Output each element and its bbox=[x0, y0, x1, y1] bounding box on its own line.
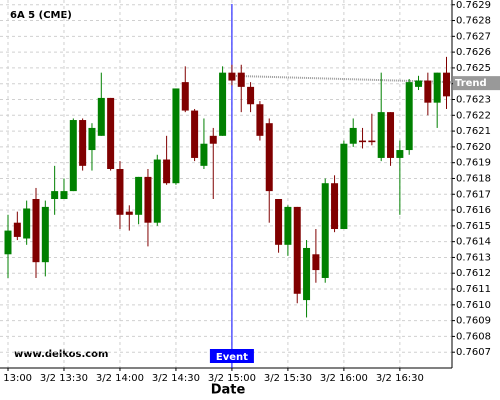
y-tick-label: 0.7621 bbox=[456, 126, 491, 137]
candle-body bbox=[69, 120, 77, 192]
y-tick-label: 0.7613 bbox=[456, 252, 491, 263]
candle-body bbox=[247, 86, 255, 105]
x-tick-label: 3/2 15:00 bbox=[208, 373, 256, 384]
y-tick-label: 0.7610 bbox=[456, 300, 491, 311]
x-tick-label: 3/2 13:00 bbox=[0, 373, 32, 384]
candle-body bbox=[359, 140, 367, 143]
y-tick-label: 0.7617 bbox=[456, 189, 491, 200]
trend-line bbox=[231, 74, 453, 84]
candle-body bbox=[275, 199, 283, 245]
y-tick-label: 0.7628 bbox=[456, 16, 491, 27]
candle-body bbox=[256, 104, 264, 136]
candle-body bbox=[284, 206, 292, 245]
x-axis-label: Date bbox=[211, 383, 246, 398]
candle-body bbox=[293, 206, 301, 294]
candle-body bbox=[32, 199, 40, 263]
candle-body bbox=[387, 112, 395, 158]
candle-body bbox=[433, 72, 441, 103]
y-tick-label: 0.7612 bbox=[456, 268, 491, 279]
candle-body bbox=[116, 168, 124, 215]
candle-body bbox=[228, 72, 236, 81]
candle-body bbox=[51, 191, 59, 200]
trend-label-box bbox=[453, 76, 500, 91]
candle-body bbox=[237, 72, 245, 87]
candle-body bbox=[4, 230, 12, 255]
x-tick-label: 3/2 14:30 bbox=[152, 373, 200, 384]
candle-body bbox=[88, 127, 96, 151]
trend-label: Trend bbox=[455, 78, 487, 89]
y-tick-label: 0.7607 bbox=[456, 347, 491, 358]
x-tick-label: 3/2 13:30 bbox=[40, 373, 88, 384]
candle-body bbox=[79, 120, 87, 166]
y-tick-label: 0.7626 bbox=[456, 47, 491, 58]
candle-body bbox=[135, 176, 143, 215]
y-tick-label: 0.7614 bbox=[456, 237, 491, 248]
x-tick-label: 3/2 15:30 bbox=[264, 373, 312, 384]
candle-body bbox=[321, 183, 329, 278]
candle-body bbox=[97, 97, 105, 136]
y-tick-label: 0.7625 bbox=[456, 63, 491, 74]
y-tick-label: 0.7615 bbox=[456, 221, 491, 232]
candle-body bbox=[415, 80, 423, 87]
y-tick-label: 0.7611 bbox=[456, 284, 491, 295]
candle-body bbox=[23, 208, 31, 239]
x-tick-label: 3/2 14:00 bbox=[96, 373, 144, 384]
y-tick-label: 0.7608 bbox=[456, 331, 491, 342]
candle-body bbox=[219, 72, 227, 136]
y-tick-label: 0.7623 bbox=[456, 95, 491, 106]
candle-body bbox=[265, 123, 273, 192]
event-label-box bbox=[209, 349, 254, 363]
candle-body bbox=[172, 88, 180, 184]
candle-body bbox=[368, 140, 376, 143]
chart-title: 6A 5 (CME) bbox=[10, 10, 72, 21]
candle-body bbox=[312, 254, 320, 271]
candle-body bbox=[60, 191, 68, 200]
candle-body bbox=[200, 143, 208, 166]
watermark: www.delkos.com bbox=[14, 349, 108, 360]
candle-body bbox=[405, 82, 413, 151]
candle-body bbox=[191, 110, 199, 158]
candle-body bbox=[144, 176, 152, 223]
candle-body bbox=[349, 127, 357, 144]
y-tick-label: 0.7620 bbox=[456, 142, 491, 153]
candle-body bbox=[377, 112, 385, 158]
y-tick-label: 0.7622 bbox=[456, 110, 491, 121]
candle-body bbox=[41, 206, 49, 263]
candle-body bbox=[424, 80, 432, 103]
candle-body bbox=[303, 247, 311, 301]
candle-body bbox=[13, 222, 21, 237]
x-tick-label: 3/2 16:30 bbox=[376, 373, 424, 384]
x-tick-label: 3/2 16:00 bbox=[320, 373, 368, 384]
candle-body bbox=[153, 159, 161, 223]
candle-body bbox=[125, 211, 133, 215]
candle-body bbox=[443, 72, 451, 97]
event-label: Event bbox=[216, 352, 248, 363]
candle-body bbox=[181, 82, 189, 111]
candle-body bbox=[107, 97, 115, 169]
candle-body bbox=[340, 143, 348, 230]
y-tick-label: 0.7627 bbox=[456, 31, 491, 42]
candle-body bbox=[396, 150, 404, 158]
candle-body bbox=[163, 159, 171, 184]
y-tick-label: 0.7619 bbox=[456, 158, 491, 169]
y-tick-label: 0.7616 bbox=[456, 205, 491, 216]
candle-body bbox=[331, 183, 339, 230]
y-tick-label: 0.7609 bbox=[456, 316, 491, 327]
y-tick-label: 0.7629 bbox=[456, 0, 491, 11]
y-tick-label: 0.7618 bbox=[456, 173, 491, 184]
candle-body bbox=[209, 135, 217, 144]
